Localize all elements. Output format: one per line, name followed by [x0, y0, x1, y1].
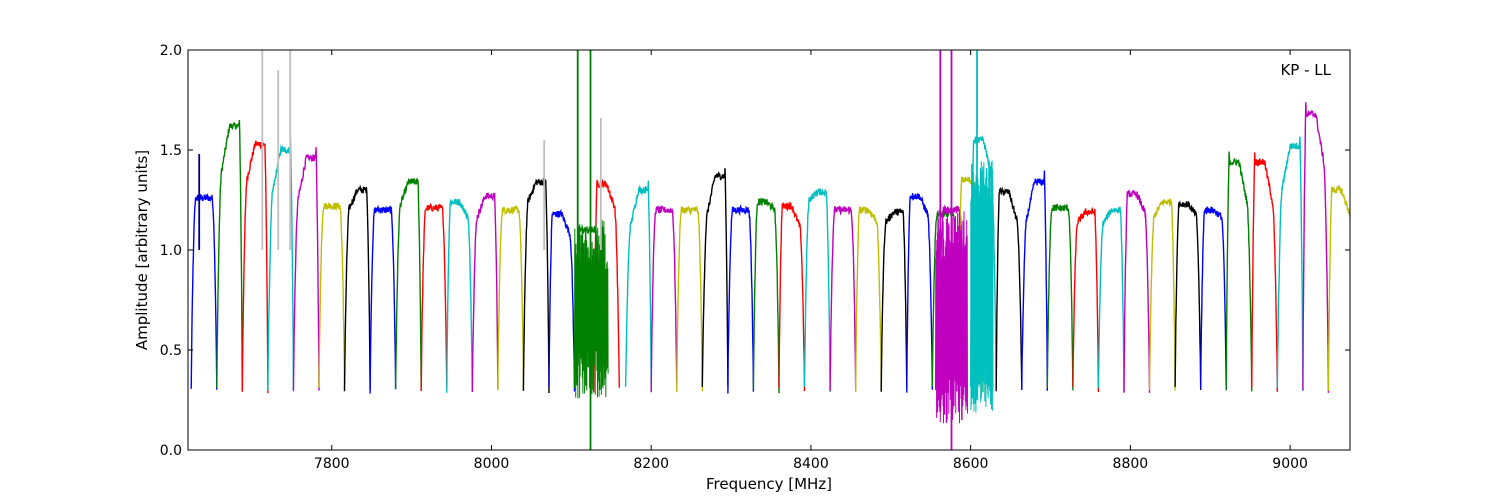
- annotation-label: KP - LL: [1280, 61, 1331, 79]
- band-line-8: [394, 178, 422, 391]
- band-line-19: [676, 205, 703, 393]
- band-line-26: [855, 205, 882, 392]
- band-line-9: [420, 202, 448, 392]
- x-tick-label: 9000: [1272, 456, 1308, 472]
- band-line-7: [369, 204, 397, 394]
- y-axis-label: Amplitude [arbitrary units]: [133, 150, 151, 350]
- band-line-17: [624, 180, 652, 391]
- band-line-16: [593, 178, 620, 393]
- x-axis: 7800 8000 8200 8400 8600 8800 9000: [314, 50, 1308, 472]
- band-line-12: [497, 204, 525, 391]
- band-line-24: [803, 188, 831, 392]
- x-axis-label: Frequency [MHz]: [706, 475, 832, 493]
- x-tick-label: 8000: [474, 456, 510, 472]
- x-tick-label: 7800: [314, 456, 350, 472]
- band-line-20: [701, 168, 729, 387]
- band-line-3: [267, 139, 295, 391]
- y-tick-label: 2.0: [160, 43, 182, 59]
- band-line-37: [1097, 206, 1125, 392]
- band-line-39: [1148, 198, 1176, 391]
- x-tick-label: 8200: [633, 456, 669, 472]
- band-line-35: [1046, 203, 1074, 391]
- rfi-region-2: [970, 160, 994, 413]
- plot-area: [190, 50, 1350, 450]
- band-line-23: [778, 201, 806, 392]
- x-tick-label: 8800: [1113, 456, 1149, 472]
- band-line-33: [995, 186, 1023, 392]
- band-line-42: [1225, 151, 1253, 392]
- y-axis: 0.0 0.5 1.0 1.5 2.0: [160, 43, 1350, 459]
- band-line-6: [343, 184, 371, 392]
- y-tick-label: 1.5: [160, 143, 182, 159]
- band-line-21: [727, 203, 755, 394]
- x-tick-label: 8400: [793, 456, 829, 472]
- band-line-34: [1021, 170, 1049, 391]
- band-line-45: [1302, 102, 1330, 393]
- band-line-25: [829, 205, 857, 392]
- band-line-14: [548, 209, 576, 392]
- y-tick-label: 0.5: [160, 343, 182, 359]
- band-line-36: [1072, 206, 1100, 393]
- y-tick-label: 0.0: [160, 443, 182, 459]
- band-line-43: [1251, 152, 1279, 392]
- band-line-44: [1276, 136, 1304, 392]
- band-line-41: [1199, 205, 1227, 390]
- band-line-1: [216, 119, 243, 391]
- band-line-18: [650, 205, 678, 393]
- band-line-5: [318, 201, 346, 390]
- band-line-27: [880, 208, 908, 392]
- y-tick-label: 1.0: [160, 243, 182, 259]
- band-line-40: [1174, 200, 1202, 390]
- band-line-28: [906, 193, 933, 393]
- band-line-4: [292, 147, 320, 392]
- x-tick-label: 8600: [953, 456, 989, 472]
- band-line-0: [190, 192, 218, 390]
- band-line-22: [752, 196, 780, 394]
- band-line-10: [446, 198, 473, 393]
- band-line-11: [471, 192, 499, 393]
- band-line-38: [1123, 189, 1151, 393]
- band-line-2: [241, 140, 269, 394]
